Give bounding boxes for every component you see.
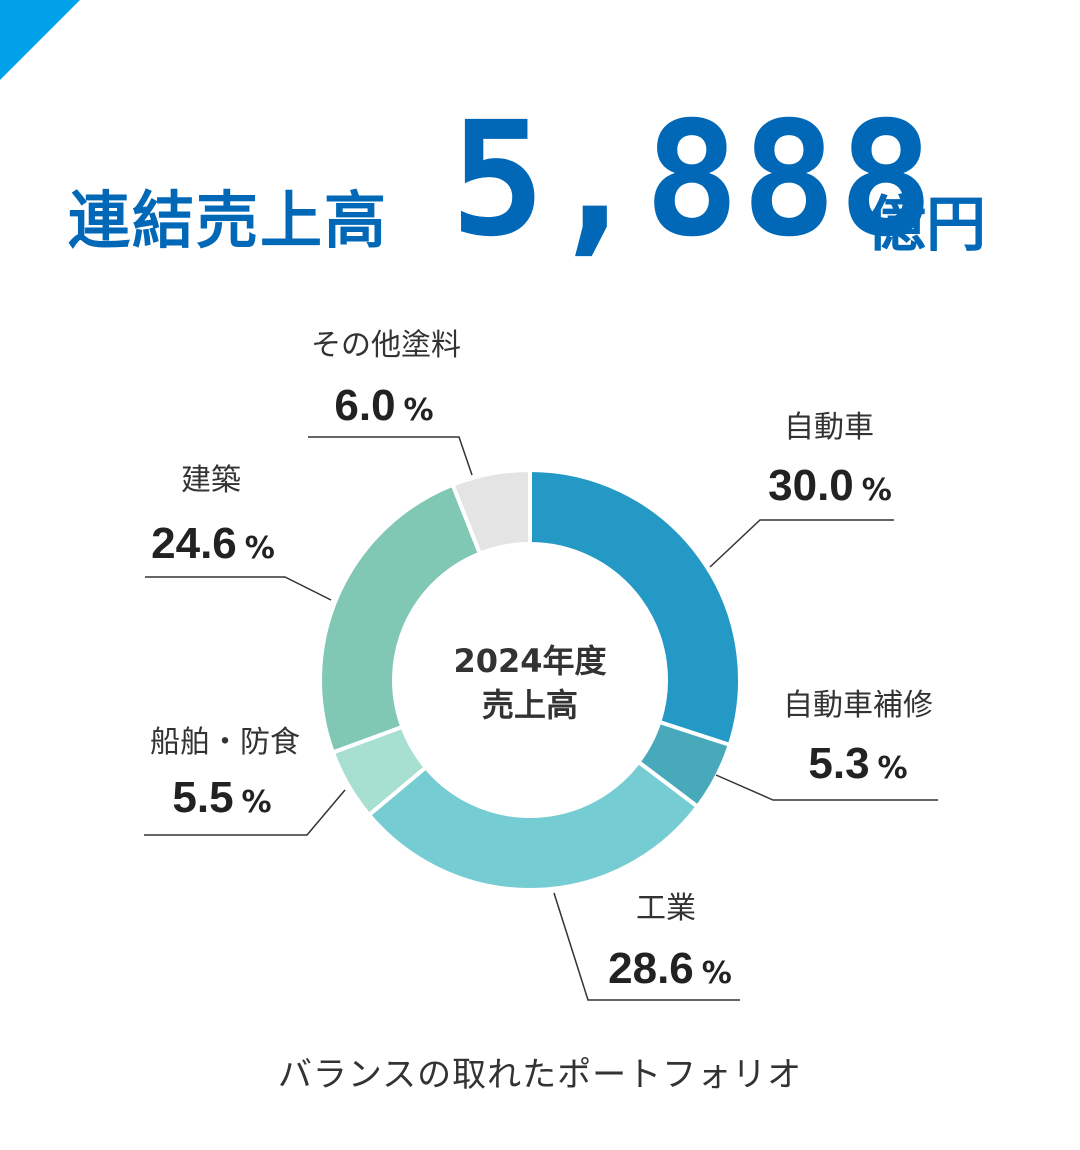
segment-label: 船舶・防食 [150, 725, 300, 760]
segment-label: 建築 [181, 463, 241, 498]
leader-line [715, 774, 938, 801]
segment-value-unit: % [404, 393, 434, 428]
headline: 連結売上高 5,888 億円 [0, 90, 1080, 290]
footer-caption: バランスの取れたポートフォリオ [277, 1055, 803, 1095]
leader-line [145, 576, 332, 601]
leader-line [144, 789, 346, 836]
segment-value-number: 6.0 [334, 381, 395, 430]
leader-line [709, 519, 894, 568]
segment-value: 6.0% [334, 381, 433, 430]
segment-value-unit: % [242, 785, 272, 820]
donut-segment [450, 467, 532, 557]
headline-unit: 億円 [866, 190, 986, 260]
donut-segment [366, 759, 701, 892]
headline-value: 5,888 [450, 88, 936, 272]
segment-value: 30.0% [768, 461, 892, 510]
segment-value: 28.6% [608, 944, 732, 993]
segment-label: 自動車補修 [783, 688, 933, 723]
leader-line [553, 892, 740, 1001]
segment-label: その他塗料 [311, 328, 461, 363]
segment-value-number: 30.0 [768, 461, 854, 510]
segment-value-number: 5.5 [172, 773, 233, 822]
donut-segment [318, 482, 483, 755]
donut-segment [528, 467, 742, 748]
segment-value: 24.6% [151, 519, 275, 568]
corner-decoration [0, 0, 80, 80]
segment-value-unit: % [862, 473, 892, 508]
segment-value-number: 28.6 [608, 944, 694, 993]
segment-value: 5.3% [808, 739, 907, 788]
segment-value-number: 5.3 [808, 739, 869, 788]
chart-center-label-line2: 売上高 [482, 686, 578, 724]
segment-value-number: 24.6 [151, 519, 237, 568]
segment-value-unit: % [878, 751, 908, 786]
segment-value-unit: % [245, 531, 275, 566]
leader-line [308, 436, 473, 476]
segment-value-unit: % [702, 956, 732, 991]
headline-label: 連結売上高 [68, 184, 389, 257]
segment-value: 5.5% [172, 773, 271, 822]
chart-center-label-line1: 2024年度 [453, 642, 606, 680]
segment-label: 工業 [636, 891, 696, 926]
segment-label: 自動車 [784, 410, 874, 445]
